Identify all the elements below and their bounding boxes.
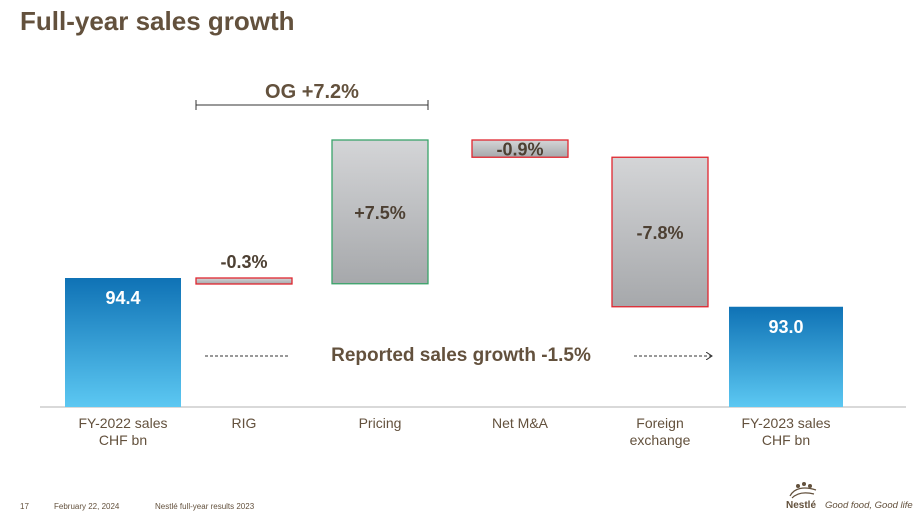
bar-value-label-4: -7.8% <box>636 223 683 243</box>
bar-value-label-1: -0.3% <box>220 252 267 272</box>
nestle-logo: Nestlé Good food, Good life <box>784 478 914 514</box>
category-label-0: FY-2022 sales CHF bn <box>79 415 168 448</box>
bar-change-2 <box>331 139 429 285</box>
logo-tagline: Good food, Good life <box>825 500 913 511</box>
bar-change-1 <box>195 277 293 285</box>
bar-value-label-0: 94.4 <box>105 288 140 308</box>
bar-value-label-3: -0.9% <box>496 140 543 160</box>
reported-growth-annotation: Reported sales growth -1.5% <box>331 345 591 366</box>
bar-total-5 <box>729 306 843 407</box>
footer-doc-title: Nestlé full-year results 2023 <box>155 502 255 511</box>
nest-birds-icon <box>789 482 817 499</box>
og-annotation: OG +7.2% <box>265 81 359 103</box>
category-label-1: RIG <box>232 415 257 431</box>
footer-date: February 22, 2024 <box>54 502 120 511</box>
category-label-3: Net M&A <box>492 415 549 431</box>
footer-page-number: 17 <box>20 502 29 511</box>
bar-value-label-2: +7.5% <box>354 203 406 223</box>
category-label-5: FY-2023 sales CHF bn <box>742 415 831 448</box>
category-label-4: Foreign exchange <box>630 415 691 448</box>
category-label-2: Pricing <box>359 415 402 431</box>
logo-brand: Nestlé <box>786 500 817 511</box>
bar-change-4 <box>611 156 709 308</box>
page-title: Full-year sales growth <box>20 6 295 36</box>
bar-total-0 <box>65 278 181 407</box>
bar-change-3 <box>471 139 569 158</box>
bar-value-label-5: 93.0 <box>768 317 803 337</box>
